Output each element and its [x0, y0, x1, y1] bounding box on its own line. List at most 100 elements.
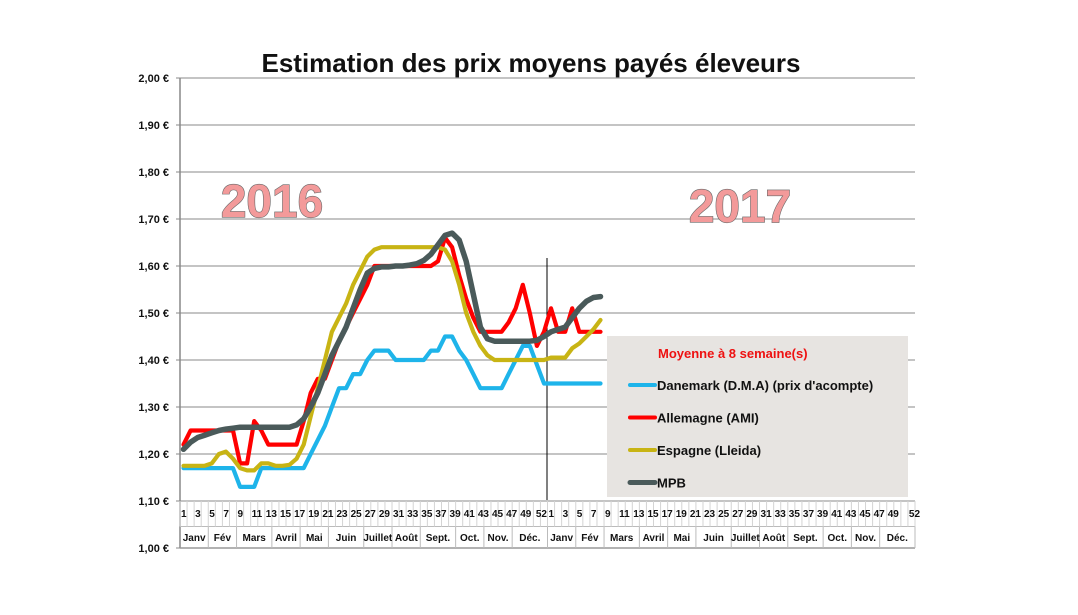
x-week-label: 19: [676, 509, 688, 520]
x-week-label: 5: [577, 509, 583, 520]
series-line-2: [181, 245, 603, 473]
x-month-label: Mars: [610, 533, 634, 544]
x-month-label: Août: [395, 533, 418, 544]
x-month-label: Mars: [243, 533, 267, 544]
x-month-label: Nov.: [855, 533, 876, 544]
x-week-label: 19: [308, 509, 320, 520]
x-week-label: 13: [266, 509, 278, 520]
x-month-label: Juin: [336, 533, 357, 544]
y-tick-label: 1,70 €: [138, 214, 169, 226]
y-tick-label: 1,10 €: [138, 496, 169, 508]
x-month-label: Juin: [703, 533, 724, 544]
x-month-label: Déc.: [887, 533, 908, 544]
x-week-label: 23: [704, 509, 716, 520]
x-week-label: 25: [718, 509, 730, 520]
series-line-0: [181, 334, 603, 489]
y-tick-label: 1,30 €: [138, 402, 169, 414]
x-week-label: 11: [619, 509, 630, 520]
y-tick-label: 1,00 €: [138, 543, 169, 555]
x-month-label: Mai: [673, 533, 690, 544]
x-month-label: Avril: [643, 533, 665, 544]
x-week-label: 41: [464, 509, 476, 520]
x-week-label: 43: [478, 509, 490, 520]
x-week-label: 41: [831, 509, 843, 520]
y-tick-label: 1,60 €: [138, 261, 169, 273]
x-week-label: 27: [732, 509, 744, 520]
x-week-label: 7: [591, 509, 597, 520]
x-week-label: 33: [775, 509, 787, 520]
x-month-label: Janv: [183, 533, 206, 544]
x-week-label: 23: [336, 509, 348, 520]
y-tick-label: 1,90 €: [138, 120, 169, 132]
x-month-label: Août: [762, 533, 785, 544]
x-month-label: Avril: [275, 533, 297, 544]
x-week-label: 9: [605, 509, 611, 520]
x-month-label: Mai: [306, 533, 323, 544]
x-week-label: 21: [322, 509, 334, 520]
x-week-label: 3: [195, 509, 201, 520]
x-month-label: Sept.: [426, 533, 451, 544]
x-week-label: 9: [238, 509, 244, 520]
x-week-label: 47: [506, 509, 518, 520]
x-week-label: 45: [492, 509, 504, 520]
x-week-label: 1: [181, 509, 187, 520]
x-week-label: 45: [859, 509, 871, 520]
x-week-label: 43: [845, 509, 857, 520]
legend-label: Danemark (D.M.A) (prix d'acompte): [657, 378, 873, 393]
x-week-label: 39: [817, 509, 829, 520]
x-week-label: 29: [379, 509, 391, 520]
x-week-label: 49: [888, 509, 900, 520]
x-month-label: Oct.: [828, 533, 848, 544]
x-week-label: 37: [803, 509, 815, 520]
x-week-label: 27: [365, 509, 377, 520]
x-week-label: 3: [563, 509, 569, 520]
x-month-label: Fév: [581, 533, 599, 544]
x-week-label: 47: [874, 509, 886, 520]
year-label-2016: 2016: [221, 175, 323, 227]
legend-label: MPB: [657, 476, 686, 491]
x-month-label: Déc.: [519, 533, 540, 544]
x-week-label: 11: [252, 509, 263, 520]
x-week-label: 52: [909, 509, 921, 520]
x-week-label: 35: [421, 509, 433, 520]
x-week-label: 39: [450, 509, 462, 520]
x-week-label: 25: [351, 509, 363, 520]
x-week-label: 17: [294, 509, 306, 520]
legend-title: Moyenne à 8 semaine(s): [658, 346, 808, 361]
x-month-label: Juillet: [731, 533, 761, 544]
legend-label: Allemagne (AMI): [657, 411, 759, 426]
y-tick-label: 1,20 €: [138, 449, 169, 461]
legend-label: Espagne (Lleida): [657, 443, 761, 458]
x-week-label: 21: [690, 509, 702, 520]
y-tick-label: 1,80 €: [138, 167, 169, 179]
legend: Moyenne à 8 semaine(s) Danemark (D.M.A) …: [607, 336, 908, 497]
legend-box: [607, 336, 908, 497]
x-week-label: 5: [209, 509, 215, 520]
x-week-label: 35: [789, 509, 801, 520]
series-line-3: [180, 230, 604, 453]
x-week-label: 37: [435, 509, 447, 520]
x-month-label: Sept.: [793, 533, 818, 544]
y-tick-label: 1,50 €: [138, 308, 169, 320]
x-month-label: Juillet: [363, 533, 393, 544]
x-week-label: 33: [407, 509, 419, 520]
year-label-2017: 2017: [689, 180, 791, 232]
x-week-label: 13: [633, 509, 645, 520]
x-week-label: 52: [536, 509, 548, 520]
x-week-label: 1: [549, 509, 555, 520]
x-month-label: Nov.: [488, 533, 509, 544]
x-week-label: 49: [520, 509, 532, 520]
x-month-label: Janv: [550, 533, 573, 544]
x-week-label: 7: [223, 509, 229, 520]
x-month-label: Fév: [214, 533, 232, 544]
chart-title: Estimation des prix moyens payés éleveur…: [261, 48, 800, 78]
y-tick-label: 1,40 €: [138, 355, 169, 367]
x-month-label: Oct.: [460, 533, 480, 544]
x-week-label: 31: [761, 509, 773, 520]
x-week-label: 15: [280, 509, 292, 520]
x-week-label: 15: [647, 509, 659, 520]
x-week-label: 17: [662, 509, 674, 520]
x-week-label: 29: [746, 509, 758, 520]
y-tick-label: 2,00 €: [138, 73, 169, 85]
